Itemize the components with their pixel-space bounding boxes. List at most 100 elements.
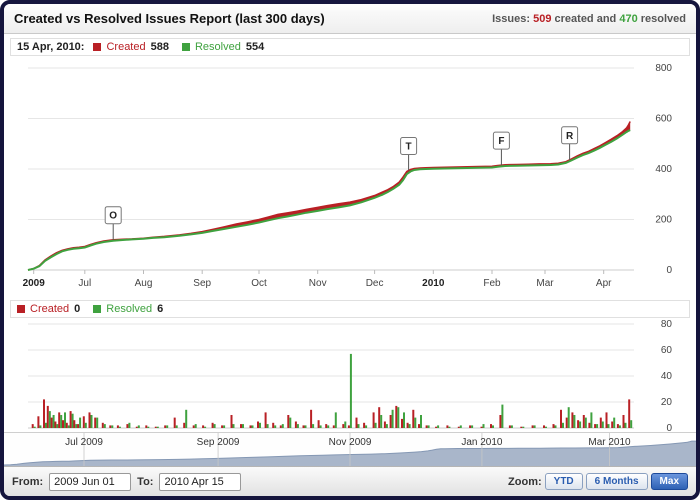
resolved-bar[interactable] xyxy=(596,424,599,428)
created-bar[interactable] xyxy=(116,425,119,428)
resolved-bar[interactable] xyxy=(533,425,536,428)
resolved-series-line[interactable] xyxy=(27,129,631,271)
created-bar[interactable] xyxy=(347,425,350,428)
resolved-bar[interactable] xyxy=(459,425,462,428)
resolved-bar[interactable] xyxy=(408,424,411,428)
resolved-bar[interactable] xyxy=(545,426,547,428)
created-bar[interactable] xyxy=(202,425,205,428)
flag-R[interactable]: R xyxy=(561,126,579,160)
created-bar[interactable] xyxy=(82,416,85,428)
resolved-bar[interactable] xyxy=(33,426,36,428)
created-bar[interactable] xyxy=(135,426,138,428)
resolved-bar[interactable] xyxy=(251,425,254,428)
created-bar[interactable] xyxy=(457,426,460,428)
resolved-bar[interactable] xyxy=(75,424,78,428)
created-bar[interactable] xyxy=(31,424,34,428)
created-bar[interactable] xyxy=(605,412,608,428)
resolved-bar[interactable] xyxy=(562,422,564,428)
resolved-bar[interactable] xyxy=(607,424,610,428)
resolved-bar[interactable] xyxy=(137,425,140,428)
resolved-bar[interactable] xyxy=(213,424,216,428)
resolved-bar[interactable] xyxy=(79,417,82,428)
cumulative-chart[interactable]: 0 200 400 600 800 2009 Jul Aug Sep Oct Nov Dec 2010 F… xyxy=(4,56,696,296)
created-bar[interactable] xyxy=(302,425,305,428)
created-bar[interactable] xyxy=(101,422,104,428)
resolved-bar[interactable] xyxy=(232,424,235,428)
zoom-max-button[interactable]: Max xyxy=(650,473,688,490)
resolved-bar[interactable] xyxy=(630,420,633,428)
created-bar[interactable] xyxy=(173,417,176,428)
resolved-bar[interactable] xyxy=(175,425,178,428)
created-bar[interactable] xyxy=(499,415,502,428)
from-date-input[interactable] xyxy=(49,472,132,491)
resolved-bar[interactable] xyxy=(349,353,352,428)
resolved-bar[interactable] xyxy=(334,412,337,428)
resolved-bar[interactable] xyxy=(613,417,616,428)
resolved-bar[interactable] xyxy=(492,425,494,428)
created-bar[interactable] xyxy=(145,425,148,428)
resolved-bar[interactable] xyxy=(71,413,74,428)
resolved-bar[interactable] xyxy=(39,425,42,428)
created-bar[interactable] xyxy=(332,425,335,428)
resolved-bar[interactable] xyxy=(374,422,377,428)
resolved-bar[interactable] xyxy=(96,417,99,428)
resolved-bar[interactable] xyxy=(64,412,66,428)
resolved-legend-label[interactable]: Resolved xyxy=(106,303,153,315)
created-bar[interactable] xyxy=(240,424,242,428)
zoom-6months-button[interactable]: 6 Months xyxy=(585,473,648,490)
resolved-bar[interactable] xyxy=(45,422,47,428)
created-bar[interactable] xyxy=(520,426,523,428)
created-bar[interactable] xyxy=(401,418,403,428)
created-bar[interactable] xyxy=(582,415,585,428)
created-bar[interactable] xyxy=(389,415,392,428)
created-bar[interactable] xyxy=(50,417,53,428)
created-bar[interactable] xyxy=(412,409,415,428)
to-date-input[interactable] xyxy=(159,472,242,491)
created-bar[interactable] xyxy=(616,424,619,428)
resolved-bar[interactable] xyxy=(437,425,440,428)
created-bar[interactable] xyxy=(588,422,591,428)
resolved-bar[interactable] xyxy=(242,424,244,428)
resolved-bar[interactable] xyxy=(185,409,188,428)
created-bar[interactable] xyxy=(406,422,409,428)
resolved-bar[interactable] xyxy=(584,417,587,428)
resolved-bar[interactable] xyxy=(60,415,63,428)
resolved-bar[interactable] xyxy=(365,425,368,428)
resolved-bar[interactable] xyxy=(128,422,131,428)
created-bar[interactable] xyxy=(279,425,282,428)
created-bar[interactable] xyxy=(552,424,555,428)
created-bar[interactable] xyxy=(249,425,252,428)
resolved-bar[interactable] xyxy=(281,424,284,428)
resolved-bar[interactable] xyxy=(319,425,322,428)
created-bar[interactable] xyxy=(73,420,76,428)
resolved-bar[interactable] xyxy=(147,426,150,428)
created-bar[interactable] xyxy=(272,422,275,428)
resolved-bar[interactable] xyxy=(312,424,315,428)
resolved-bar[interactable] xyxy=(501,404,504,428)
created-bar[interactable] xyxy=(342,424,345,428)
flag-F[interactable]: F xyxy=(492,131,510,166)
created-bar[interactable] xyxy=(325,424,328,428)
created-bar[interactable] xyxy=(310,409,313,428)
resolved-bar[interactable] xyxy=(618,425,621,428)
created-bar[interactable] xyxy=(628,399,631,428)
created-bar[interactable] xyxy=(126,424,129,428)
created-bar[interactable] xyxy=(611,421,614,429)
created-bar[interactable] xyxy=(355,417,358,428)
resolved-bar[interactable] xyxy=(259,422,261,428)
created-bar[interactable] xyxy=(257,421,259,429)
resolved-bar[interactable] xyxy=(52,415,55,428)
created-bar[interactable] xyxy=(469,425,472,428)
resolved-bar[interactable] xyxy=(90,415,93,428)
created-bar[interactable] xyxy=(43,399,45,428)
created-bar[interactable] xyxy=(383,421,386,429)
created-bar[interactable] xyxy=(395,405,398,428)
created-bar[interactable] xyxy=(154,426,157,428)
resolved-bar[interactable] xyxy=(357,424,360,428)
resolved-bar[interactable] xyxy=(567,407,570,428)
created-bar[interactable] xyxy=(480,426,483,428)
resolved-bar[interactable] xyxy=(601,421,604,429)
daily-bar-chart[interactable]: 0 20 40 60 80 xyxy=(4,318,696,432)
resolved-bar[interactable] xyxy=(510,425,513,428)
resolved-bar[interactable] xyxy=(223,425,226,428)
